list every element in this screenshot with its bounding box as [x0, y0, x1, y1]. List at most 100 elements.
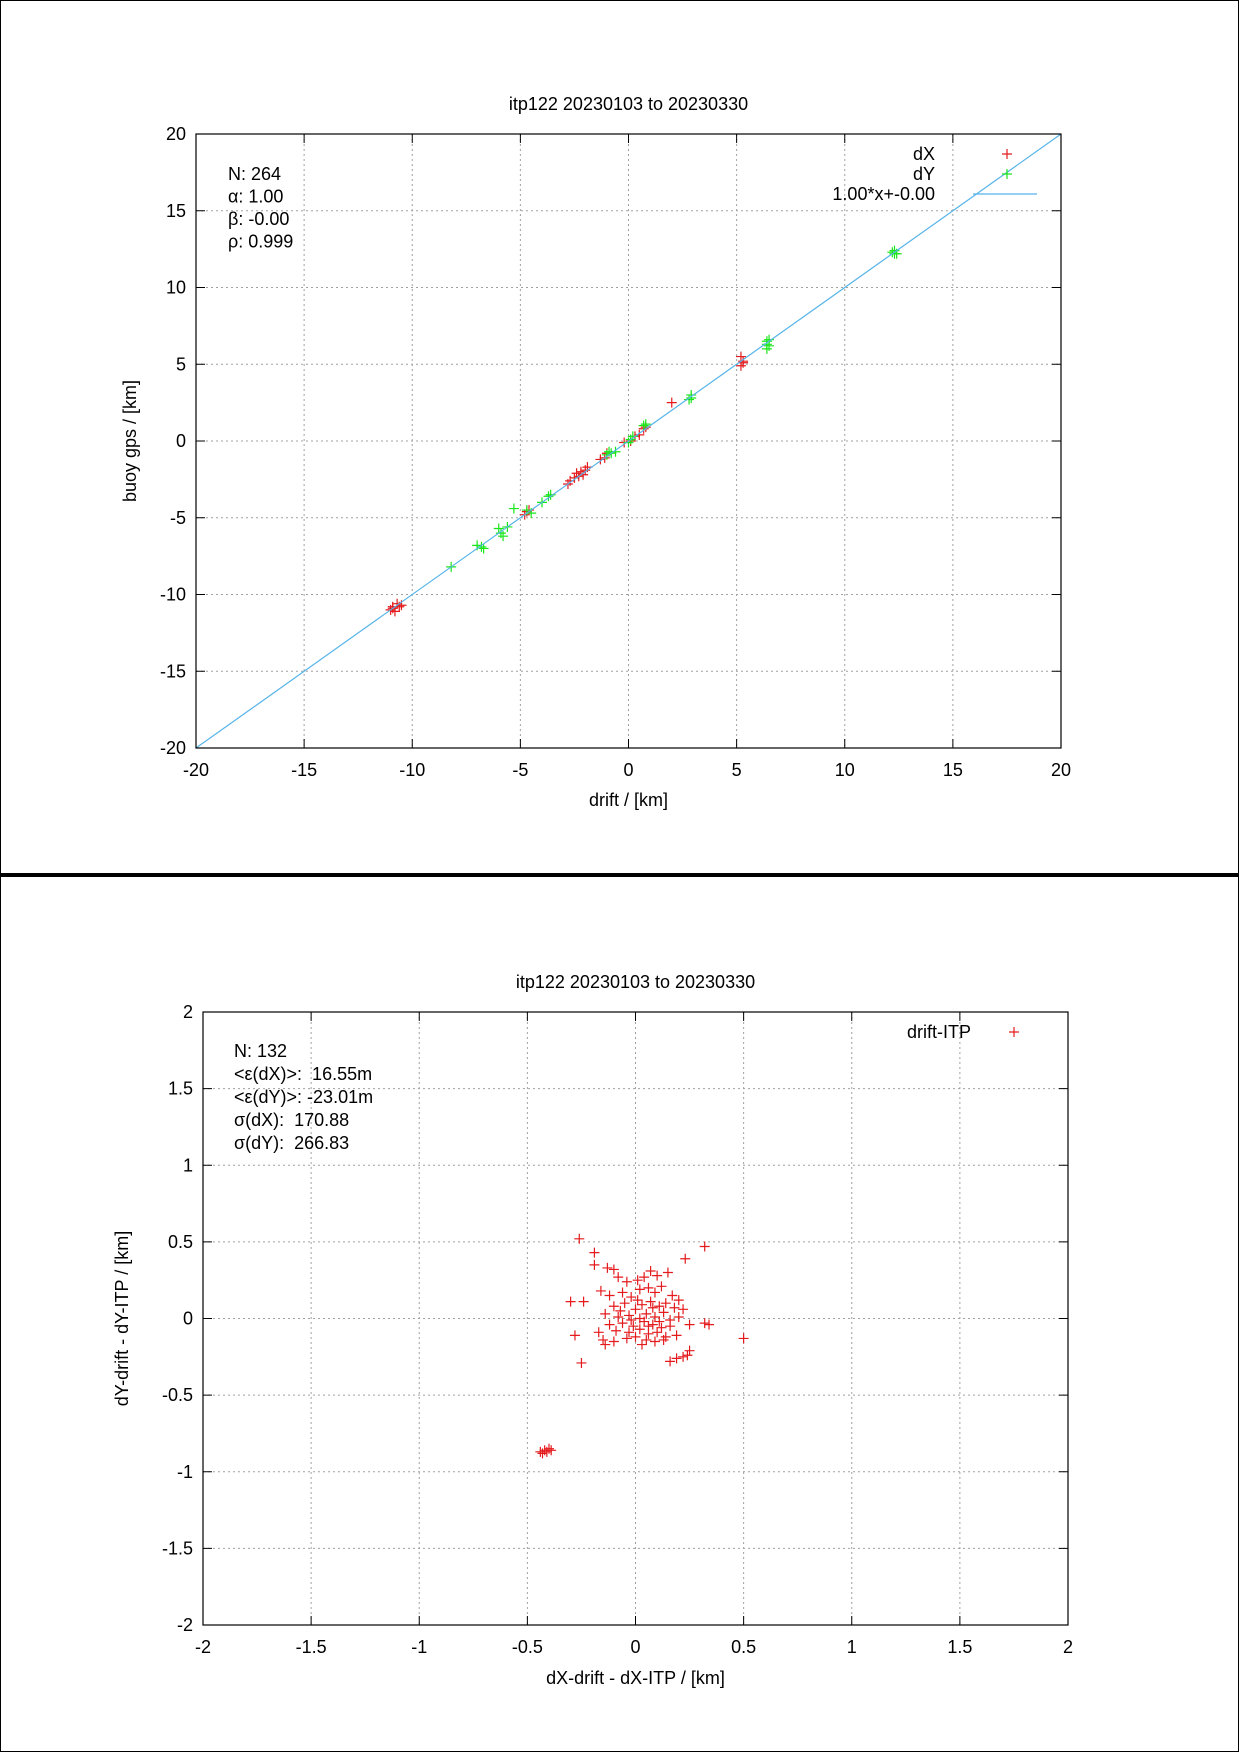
data-point [652, 1327, 663, 1338]
x-tick-label: 20 [1051, 760, 1071, 780]
x-tick-label: 0 [630, 1637, 640, 1657]
stats-line: <ε(dX)>: 16.55m [234, 1064, 372, 1084]
data-point [656, 1322, 667, 1333]
data-point [666, 397, 677, 408]
data-point [608, 1301, 619, 1312]
data-point [671, 1353, 682, 1364]
data-point [678, 1351, 689, 1362]
data-point [613, 1311, 624, 1322]
data-point [684, 1345, 695, 1356]
x-tick-label: 15 [943, 760, 963, 780]
x-tick-label: 2 [1063, 1637, 1073, 1657]
data-point [665, 1321, 676, 1332]
stats-line: σ(dY): 266.83 [234, 1133, 349, 1153]
x-tick-label: 10 [835, 760, 855, 780]
x-tick-label: -10 [399, 760, 425, 780]
data-point [624, 1310, 635, 1321]
data-point [595, 1285, 606, 1296]
data-point [589, 1259, 600, 1270]
panel-divider [0, 873, 1239, 876]
data-point [493, 523, 504, 534]
data-point [498, 531, 509, 542]
data-point [673, 1295, 684, 1306]
data-point [613, 1272, 624, 1283]
data-point [658, 1307, 669, 1318]
x-tick-label: 5 [732, 760, 742, 780]
data-point [684, 1319, 695, 1330]
data-point [652, 1270, 663, 1281]
data-point [576, 1357, 587, 1368]
y-tick-label: -1 [177, 1462, 193, 1482]
data-point [638, 420, 649, 431]
data-point [699, 1241, 710, 1252]
data-point [654, 1301, 665, 1312]
data-point [641, 1308, 652, 1319]
y-tick-label: -10 [160, 585, 186, 605]
x-tick-label: -0.5 [512, 1637, 543, 1657]
data-point [643, 1321, 654, 1332]
data-point [604, 1319, 615, 1330]
data-point [658, 1334, 669, 1345]
data-point [761, 343, 772, 354]
data-point [643, 1282, 654, 1293]
data-point [626, 1315, 637, 1326]
data-point [600, 1339, 611, 1350]
data-point [589, 1247, 600, 1258]
stats-line: β: -0.00 [228, 209, 289, 229]
data-point [640, 419, 651, 430]
y-tick-label: -1.5 [162, 1538, 193, 1558]
stats-line: <ε(dY)>: -23.01m [234, 1087, 373, 1107]
x-tick-label: -5 [512, 760, 528, 780]
y-tick-label: -0.5 [162, 1385, 193, 1405]
data-point [627, 431, 638, 442]
data-point [593, 1327, 604, 1338]
data-point [608, 1336, 619, 1347]
data-point [621, 1276, 632, 1287]
chart-title: itp122 20230103 to 20230330 [509, 94, 748, 114]
x-tick-label: 0.5 [731, 1637, 756, 1657]
x-axis-label: drift / [km] [589, 790, 668, 810]
y-tick-label: 0 [183, 1309, 193, 1329]
data-point [624, 1327, 635, 1338]
data-point [645, 1296, 656, 1307]
y-tick-label: 20 [166, 124, 186, 144]
data-point [665, 1356, 676, 1367]
chart-2: -2 -1.5 -1 -0.5 0 0.5 1 1.5 2 -2 -1.5 -1 -0.5 0 0.5 1 1.… [112, 972, 1073, 1688]
x-tick-label: -15 [291, 760, 317, 780]
data-point [639, 1316, 650, 1327]
legend-label: dX [913, 144, 935, 164]
data-point [602, 1262, 613, 1273]
data-point [636, 1299, 647, 1310]
chart-title: itp122 20230103 to 20230330 [516, 972, 755, 992]
data-point [645, 1265, 656, 1276]
legend-label: dY [913, 164, 935, 184]
y-tick-label: 0 [176, 431, 186, 451]
plot-border [195, 133, 1062, 749]
chart-1: -20 -15 -10 -5 0 5 10 15 20 -20 -15 -10 -5 0 5 10 15 20 it… [120, 94, 1071, 810]
data-point [610, 446, 621, 457]
data-point [569, 472, 580, 483]
data-point [630, 1304, 641, 1315]
data-point [476, 541, 487, 552]
data-point [647, 1302, 658, 1313]
series-3 [196, 134, 1061, 748]
stats-line: N: 264 [228, 164, 281, 184]
top-chart-panel [0, 0, 1239, 876]
series-1 [385, 351, 749, 617]
data-point [671, 1330, 682, 1341]
data-point [654, 1316, 665, 1327]
bottom-chart-panel [0, 876, 1239, 1752]
data-point [656, 1281, 667, 1292]
y-tick-label: 0.5 [168, 1232, 193, 1252]
x-tick-label: -1.5 [296, 1637, 327, 1657]
data-point [887, 247, 898, 258]
data-point [545, 489, 556, 500]
data-point [565, 1296, 576, 1307]
stats-line: σ(dX): 170.88 [234, 1110, 349, 1130]
data-point [615, 1305, 626, 1316]
data-point [621, 1333, 632, 1344]
y-tick-label: -15 [160, 661, 186, 681]
y-tick-label: -2 [177, 1615, 193, 1635]
plot-border [202, 1011, 1069, 1626]
